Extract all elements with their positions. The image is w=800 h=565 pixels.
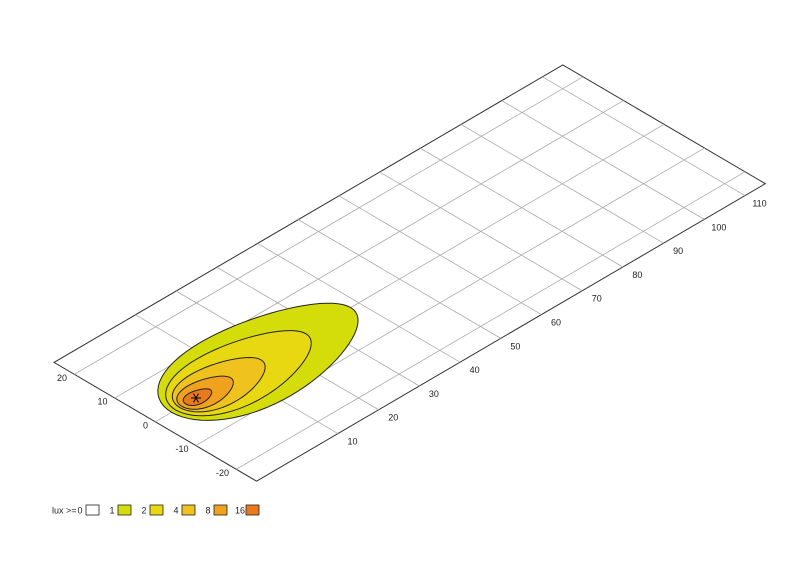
x-tick-label: 20 [388, 413, 398, 423]
y-tick-label: -20 [216, 468, 229, 478]
x-tick-label: 110 [752, 199, 766, 209]
grid-line [236, 171, 746, 470]
x-tick-label: 100 [711, 222, 726, 232]
plane-border [53, 64, 767, 482]
legend-swatch [149, 504, 164, 516]
x-tick-label: 70 [592, 294, 602, 304]
y-tick-label: -10 [175, 444, 188, 454]
x-tick-label: 60 [551, 318, 561, 328]
legend-label: 2 [141, 505, 146, 515]
legend-label: 8 [205, 505, 210, 515]
y-tick-label: 20 [57, 373, 67, 383]
x-tick-label: 90 [673, 246, 683, 256]
isolux-contour [182, 388, 213, 406]
y-tick-label: 10 [97, 397, 107, 407]
legend-title: lux >= [52, 505, 77, 515]
grid-line [74, 76, 584, 375]
legend-swatch [245, 504, 260, 516]
legend-label: 0 [77, 505, 82, 515]
x-tick-label: 40 [470, 365, 480, 375]
x-tick-label: 80 [632, 270, 642, 280]
y-tick-label: 0 [143, 420, 148, 430]
legend-swatch [213, 504, 228, 516]
legend-label: 4 [173, 505, 178, 515]
x-tick-label: 30 [429, 389, 439, 399]
legend-swatch [181, 504, 196, 516]
legend-swatch [85, 504, 100, 516]
x-tick-label: 50 [510, 341, 520, 351]
lamp-marker [193, 393, 199, 403]
legend-swatch [117, 504, 132, 516]
x-tick-label: 10 [348, 437, 358, 447]
legend-label: 16 [235, 505, 245, 515]
legend-label: 1 [109, 505, 114, 515]
